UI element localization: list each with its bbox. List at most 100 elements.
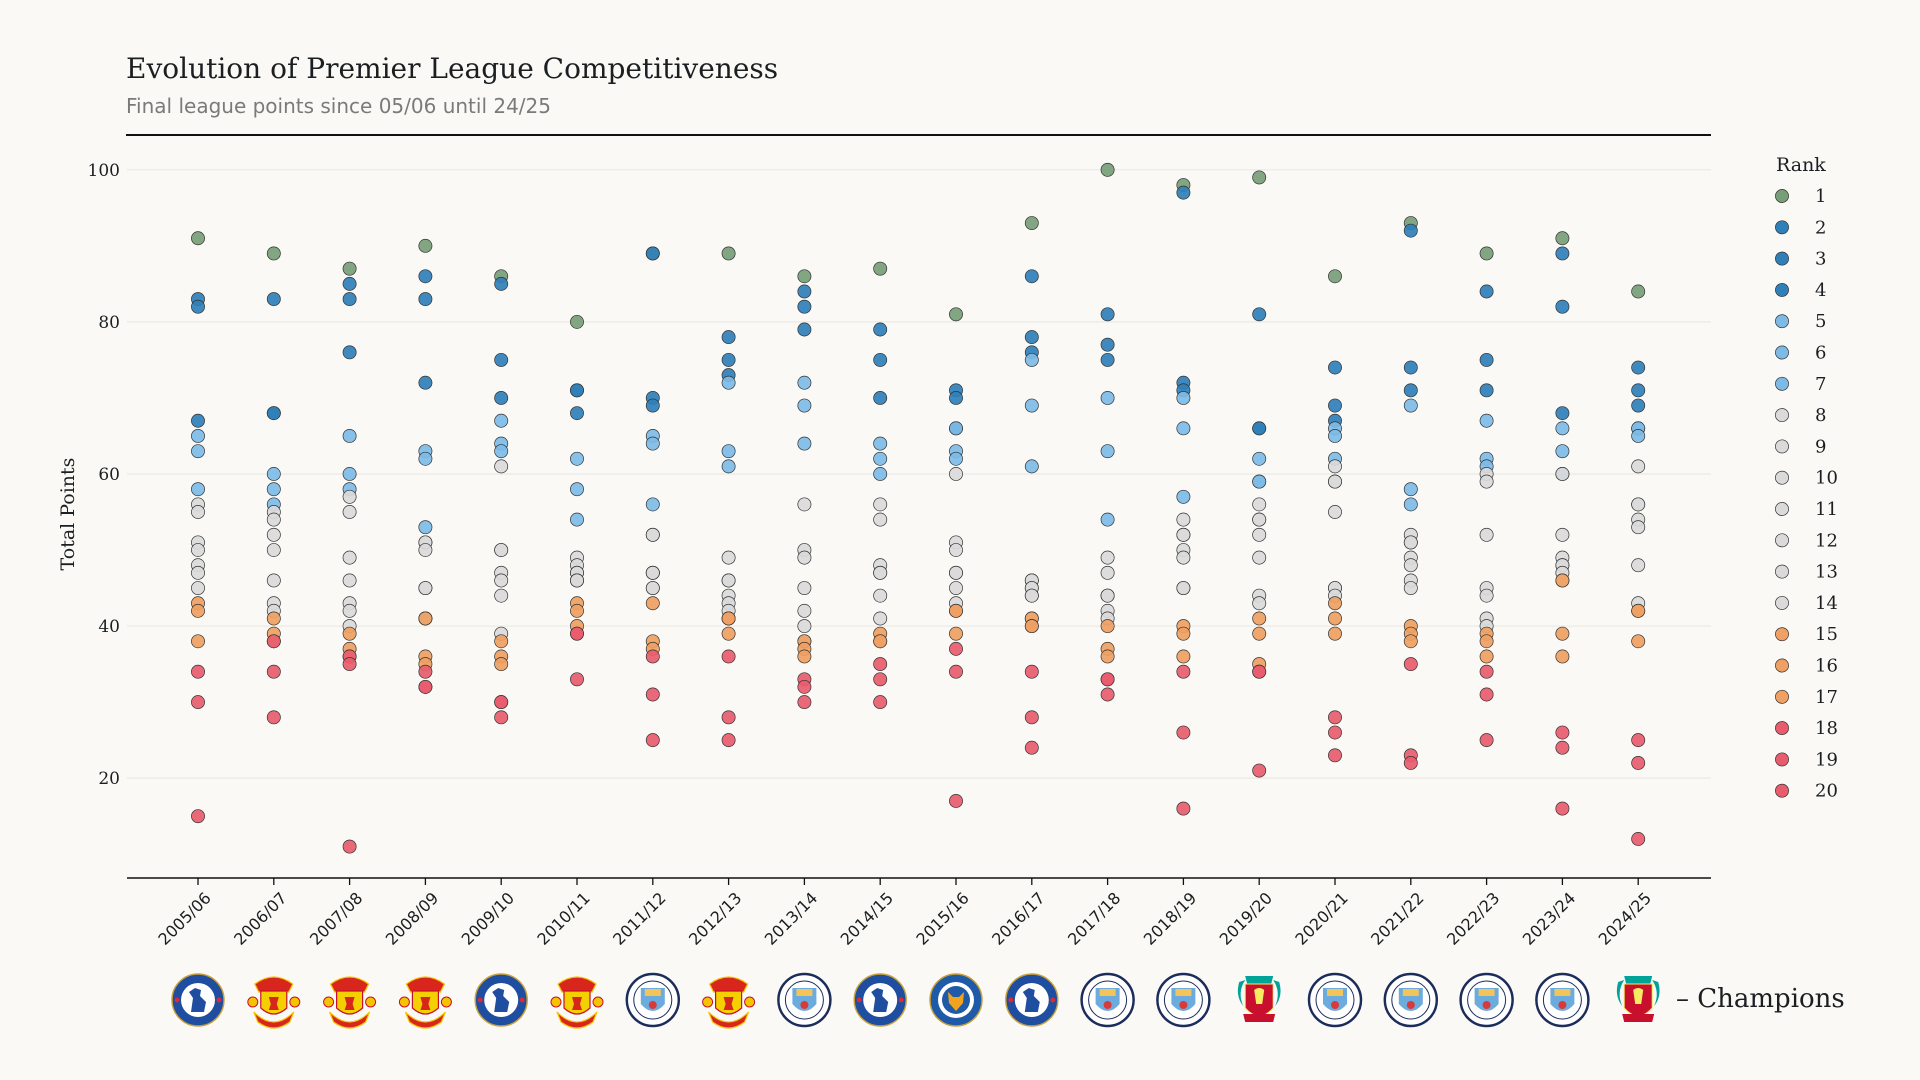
banner-bottom xyxy=(329,1011,371,1029)
legend-label: 18 xyxy=(1815,718,1838,739)
data-point xyxy=(1100,672,1115,687)
data-point xyxy=(494,459,509,474)
data-point xyxy=(1328,398,1342,413)
data-point xyxy=(873,672,888,687)
x-tick-label: 2007/08 xyxy=(306,888,366,948)
data-point xyxy=(1631,284,1646,299)
liverbird xyxy=(1254,988,1265,1004)
x-tick-label: 2008/09 xyxy=(382,888,442,948)
data-point xyxy=(1555,527,1570,542)
crest-inner-ring xyxy=(1315,980,1355,1020)
rose xyxy=(856,997,862,1003)
manchester-city-crest-icon xyxy=(777,972,832,1028)
data-point xyxy=(1328,474,1342,489)
ship xyxy=(1402,989,1419,996)
data-point xyxy=(1176,390,1191,405)
data-point xyxy=(342,429,357,443)
data-point xyxy=(1555,725,1570,740)
data-point xyxy=(873,436,888,451)
rose xyxy=(174,997,180,1003)
x-tick-label: 2024/25 xyxy=(1595,888,1655,948)
data-point xyxy=(645,596,660,611)
data-point xyxy=(949,451,963,466)
data-point xyxy=(1631,603,1646,618)
x-tick-label: 2019/20 xyxy=(1216,888,1276,948)
data-point xyxy=(873,588,888,603)
data-point xyxy=(1631,429,1646,443)
flame xyxy=(1652,980,1660,1006)
data-point xyxy=(1176,626,1191,641)
legend-label: 7 xyxy=(1815,374,1826,395)
manchester-city-crest-icon xyxy=(1535,972,1590,1028)
data-point xyxy=(873,611,888,626)
legend-marker xyxy=(1775,595,1789,610)
data-point xyxy=(1403,398,1418,413)
data-point xyxy=(1555,467,1570,481)
banner-bottom xyxy=(556,1011,598,1029)
data-point xyxy=(1328,725,1342,740)
data-point xyxy=(873,695,888,710)
data-point xyxy=(1024,216,1039,230)
data-point xyxy=(1555,231,1570,246)
data-point xyxy=(342,505,357,519)
crest-inner-ring xyxy=(1467,980,1507,1020)
x-tick-label: 2022/23 xyxy=(1443,888,1503,948)
data-point xyxy=(570,451,584,466)
ship xyxy=(1327,989,1343,996)
data-point xyxy=(1631,520,1646,535)
data-point xyxy=(797,497,812,512)
flame xyxy=(1616,980,1625,1006)
ball xyxy=(592,996,604,1008)
data-point xyxy=(1252,626,1267,641)
manchester-united-crest-icon xyxy=(702,976,756,1029)
data-point xyxy=(1252,664,1267,679)
data-point xyxy=(1479,634,1494,649)
data-point xyxy=(1479,687,1494,702)
data-point xyxy=(797,649,812,664)
data-point xyxy=(1024,740,1039,755)
data-point xyxy=(570,672,584,687)
x-tick-label: 2013/14 xyxy=(761,888,821,948)
legend-marker xyxy=(1775,689,1789,704)
rose xyxy=(1482,1001,1491,1009)
data-point xyxy=(494,352,509,367)
x-tick-label: 2012/13 xyxy=(685,888,745,948)
data-point xyxy=(1176,421,1191,436)
banner-bottom xyxy=(708,1011,750,1029)
data-point xyxy=(1479,383,1494,398)
legend-label: 10 xyxy=(1815,468,1838,489)
data-point xyxy=(1555,406,1570,421)
data-point xyxy=(797,269,812,284)
data-point xyxy=(1176,801,1191,816)
rose xyxy=(1406,1001,1415,1009)
data-point xyxy=(949,603,963,618)
x-tick-label: 2020/21 xyxy=(1291,888,1351,948)
data-point xyxy=(1328,596,1342,611)
data-point xyxy=(191,299,205,314)
data-point xyxy=(1403,634,1418,649)
x-tick-label: 2021/22 xyxy=(1367,888,1427,948)
data-point xyxy=(1631,497,1646,512)
liverbird xyxy=(1633,988,1644,1004)
data-point xyxy=(191,413,205,428)
legend-label: 16 xyxy=(1815,656,1838,677)
x-tick-label: 2017/18 xyxy=(1064,888,1124,948)
data-point xyxy=(873,322,888,337)
data-point xyxy=(1252,763,1267,778)
manchester-city-crest-icon xyxy=(1459,972,1514,1028)
data-point xyxy=(1403,383,1418,398)
legend-marker xyxy=(1775,721,1789,736)
data-point xyxy=(418,581,433,595)
data-point xyxy=(1252,451,1267,466)
data-point xyxy=(494,634,509,649)
data-point xyxy=(418,292,433,307)
legend-label: 20 xyxy=(1815,781,1838,802)
devil xyxy=(420,997,431,1010)
data-point xyxy=(1403,755,1418,770)
data-point xyxy=(1555,801,1570,816)
data-point xyxy=(721,444,736,459)
manchester-united-crest-icon xyxy=(323,976,377,1029)
data-point xyxy=(873,261,888,276)
data-point xyxy=(1100,588,1115,603)
data-point xyxy=(797,679,812,694)
